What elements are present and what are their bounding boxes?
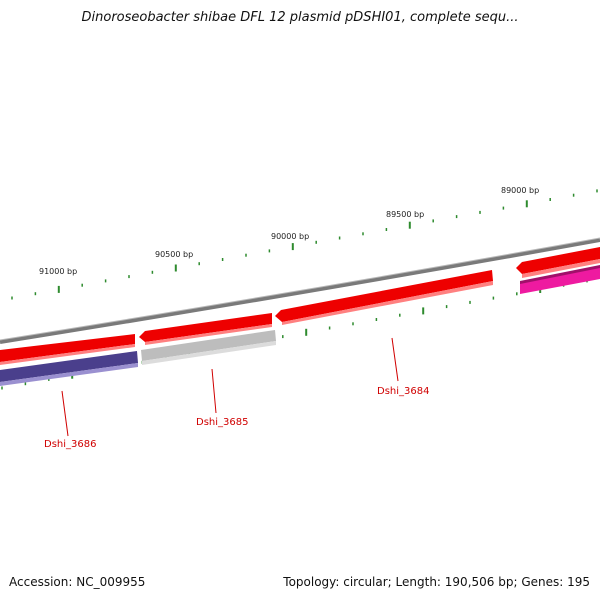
gene-dshi-3685-shape[interactable] <box>141 330 276 361</box>
position-label-90500: 90500 bp <box>155 250 193 259</box>
gene-dshi-3684-shadow <box>282 281 493 325</box>
gene-dshi-3686-shape[interactable] <box>0 351 138 382</box>
position-label-90000: 90000 bp <box>271 232 309 241</box>
gene-forward-left[interactable] <box>0 334 135 362</box>
gene-forward-right-shadow <box>522 259 600 278</box>
gene-forward-right[interactable] <box>516 247 600 274</box>
gene-dshi-3686-shadow <box>0 363 138 386</box>
topology-summary: Topology: circular; Length: 190,506 bp; … <box>283 575 590 589</box>
gene-dshi-3684-shape[interactable] <box>275 270 493 322</box>
outer-tick-track <box>11 189 598 300</box>
gene-reverse-magenta-top <box>520 265 600 284</box>
gene-label-dshi-3686: Dshi_3686 <box>44 439 96 450</box>
sequence-backbone-highlight <box>0 237 600 341</box>
gene-forward-left-shadow <box>0 344 135 365</box>
sequence-backbone <box>0 238 600 344</box>
gene-forward-2[interactable] <box>139 313 272 342</box>
gene-label-dshi-3684: Dshi_3684 <box>377 386 429 397</box>
gene-reverse-magenta[interactable] <box>520 267 600 294</box>
leader-line-dshi-3685 <box>211 368 217 414</box>
gene-forward-2-shadow <box>145 324 272 345</box>
map-title: Dinoroseobacter shibae DFL 12 plasmid pD… <box>81 10 519 25</box>
leader-line-dshi-3684 <box>391 337 399 382</box>
position-label-89500: 89500 bp <box>386 210 424 219</box>
gene-label-dshi-3685: Dshi_3685 <box>196 417 248 428</box>
leader-line-dshi-3686 <box>61 390 69 437</box>
position-label-89000: 89000 bp <box>501 186 539 195</box>
position-label-91000: 91000 bp <box>39 267 77 276</box>
accession-text: Accession: NC_009955 <box>9 575 146 589</box>
gene-dshi-3685-shadow <box>142 341 276 365</box>
